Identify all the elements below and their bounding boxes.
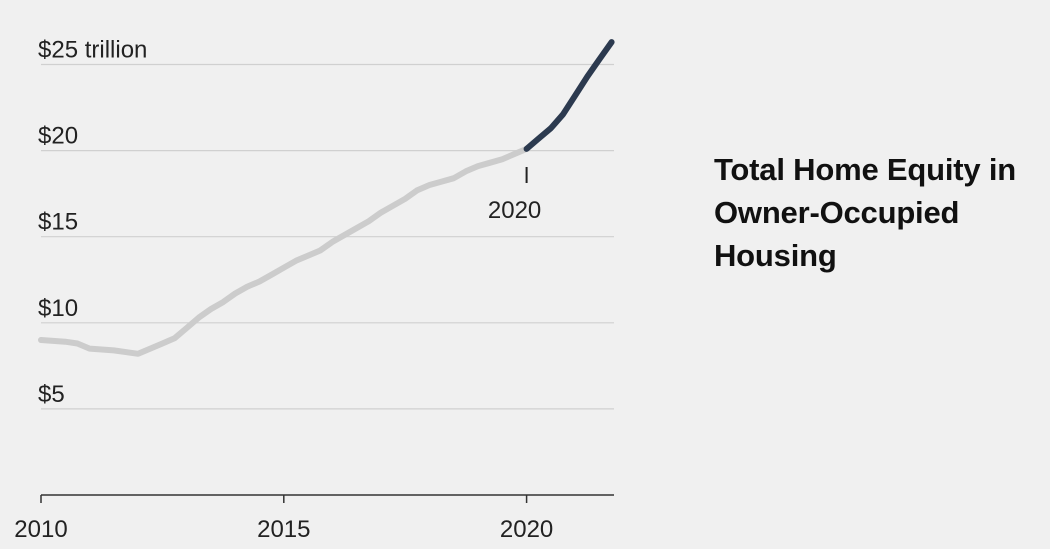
series-line-before-2020 xyxy=(38,145,530,357)
y-tick-label: $15 xyxy=(38,209,78,236)
x-axis: 2010 2015 2020 xyxy=(14,494,614,543)
series-lines xyxy=(38,39,615,357)
line-chart: $25 trillion $20 $15 $10 $5 2010 2015 2020 202… xyxy=(14,37,615,543)
annotation-label: 2020 xyxy=(488,197,541,224)
y-tick-label: $5 xyxy=(38,381,65,408)
y-tick-label: $25 trillion xyxy=(38,37,147,64)
y-tick-label: $10 xyxy=(38,295,78,322)
x-tick-label: 2020 xyxy=(500,516,553,543)
x-tick-label: 2015 xyxy=(257,516,310,543)
y-tick-label: $20 xyxy=(38,123,78,150)
annotation-2020: 2020 xyxy=(488,167,541,224)
gridlines xyxy=(41,63,614,410)
series-line-from-2020 xyxy=(523,39,615,152)
x-tick-label: 2010 xyxy=(14,516,67,543)
chart-title: Total Home Equity in Owner-Occupied Hous… xyxy=(714,152,1016,273)
y-tick-labels: $25 trillion $20 $15 $10 $5 xyxy=(38,37,147,408)
